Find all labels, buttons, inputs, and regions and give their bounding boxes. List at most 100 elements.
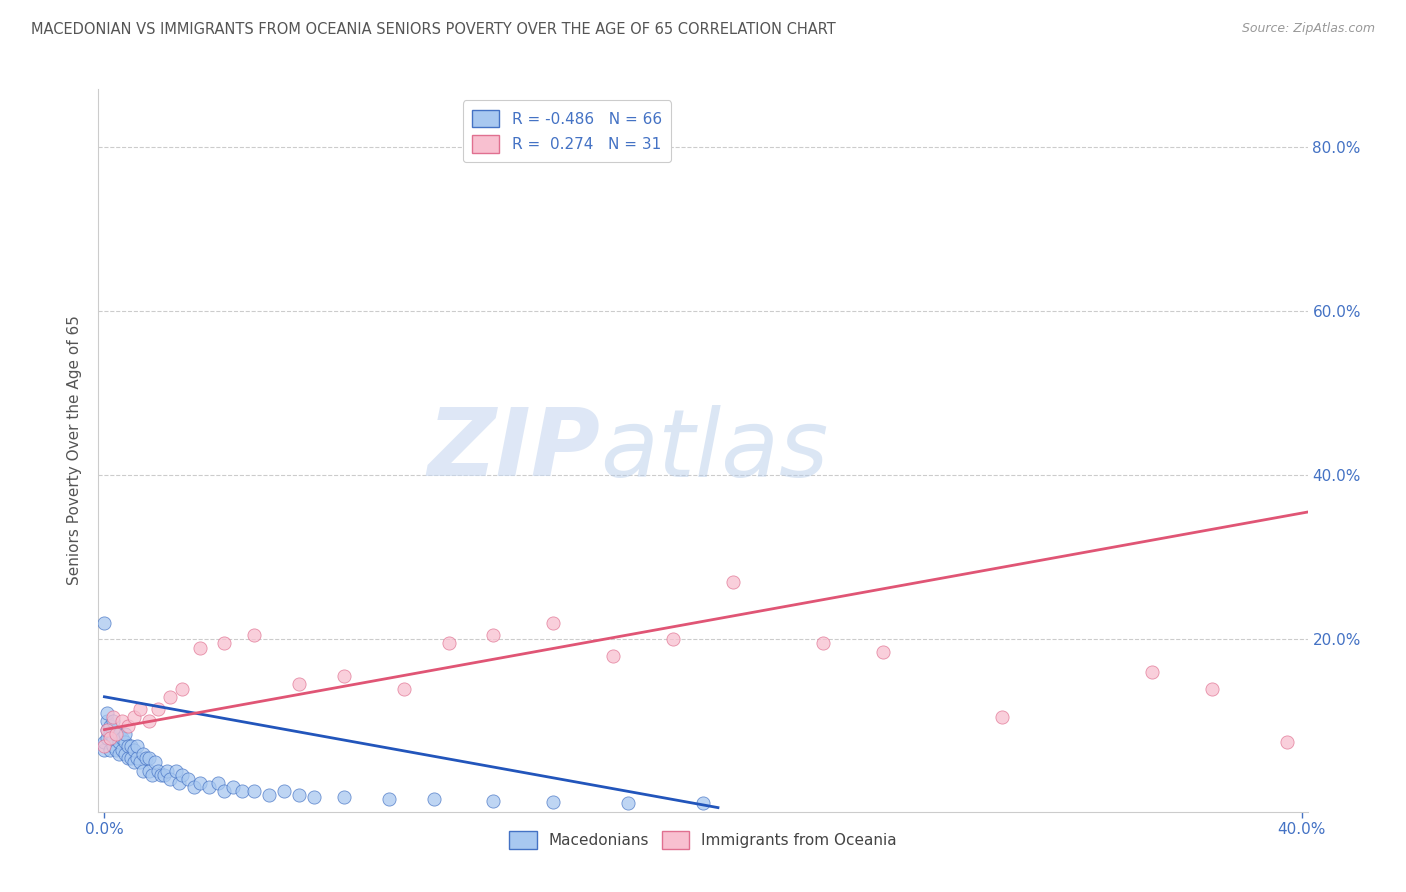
- Point: [422, 792, 444, 806]
- Text: MACEDONIAN VS IMMIGRANTS FROM OCEANIA SENIORS POVERTY OVER THE AGE OF 65 CORRELA: MACEDONIAN VS IMMIGRANTS FROM OCEANIA SE…: [31, 22, 835, 37]
- Text: Source: ZipAtlas.com: Source: ZipAtlas.com: [1241, 22, 1375, 36]
- Point: [108, 735, 131, 749]
- Point: [103, 731, 125, 745]
- Point: [105, 727, 128, 741]
- Point: [156, 764, 179, 778]
- Point: [103, 714, 125, 729]
- Point: [143, 756, 166, 770]
- Point: [138, 764, 160, 778]
- Point: [148, 702, 170, 716]
- Point: [333, 669, 356, 683]
- Point: [377, 792, 399, 806]
- Point: [120, 739, 142, 753]
- Point: [1140, 665, 1163, 680]
- Point: [543, 795, 565, 809]
- Point: [662, 632, 685, 647]
- Point: [872, 645, 894, 659]
- Point: [132, 764, 155, 778]
- Point: [243, 628, 266, 642]
- Point: [188, 776, 211, 790]
- Point: [165, 764, 187, 778]
- Point: [183, 780, 205, 794]
- Point: [105, 727, 128, 741]
- Point: [212, 784, 235, 798]
- Point: [117, 739, 139, 753]
- Point: [811, 636, 834, 650]
- Point: [207, 776, 229, 790]
- Point: [482, 794, 505, 808]
- Point: [127, 751, 149, 765]
- Point: [991, 710, 1014, 724]
- Point: [103, 710, 125, 724]
- Point: [138, 751, 160, 765]
- Point: [132, 747, 155, 762]
- Point: [120, 751, 142, 765]
- Text: atlas: atlas: [600, 405, 828, 496]
- Point: [93, 615, 115, 630]
- Point: [333, 789, 356, 804]
- Point: [617, 796, 640, 810]
- Point: [188, 640, 211, 655]
- Point: [150, 768, 173, 782]
- Point: [692, 796, 714, 810]
- Point: [117, 718, 139, 732]
- Point: [172, 681, 194, 696]
- Point: [543, 615, 565, 630]
- Point: [129, 702, 152, 716]
- Point: [602, 648, 624, 663]
- Point: [100, 718, 122, 732]
- Point: [111, 743, 134, 757]
- Point: [148, 764, 170, 778]
- Point: [100, 727, 122, 741]
- Point: [482, 628, 505, 642]
- Point: [141, 768, 163, 782]
- Text: ZIP: ZIP: [427, 404, 600, 497]
- Point: [103, 739, 125, 753]
- Point: [721, 574, 744, 589]
- Point: [114, 735, 136, 749]
- Point: [167, 776, 190, 790]
- Point: [159, 772, 181, 786]
- Point: [153, 768, 176, 782]
- Point: [212, 636, 235, 650]
- Point: [114, 747, 136, 762]
- Point: [302, 789, 325, 804]
- Point: [1275, 735, 1298, 749]
- Point: [96, 723, 118, 737]
- Point: [117, 751, 139, 765]
- Point: [124, 756, 146, 770]
- Y-axis label: Seniors Poverty Over the Age of 65: Seniors Poverty Over the Age of 65: [67, 316, 83, 585]
- Point: [129, 756, 152, 770]
- Point: [222, 780, 245, 794]
- Point: [108, 727, 131, 741]
- Point: [114, 727, 136, 741]
- Point: [127, 739, 149, 753]
- Point: [93, 739, 115, 753]
- Point: [93, 735, 115, 749]
- Point: [138, 714, 160, 729]
- Point: [93, 743, 115, 757]
- Point: [124, 743, 146, 757]
- Point: [1201, 681, 1223, 696]
- Point: [96, 714, 118, 729]
- Point: [231, 784, 253, 798]
- Point: [100, 731, 122, 745]
- Point: [105, 743, 128, 757]
- Point: [111, 714, 134, 729]
- Point: [243, 784, 266, 798]
- Point: [392, 681, 415, 696]
- Point: [437, 636, 460, 650]
- Point: [257, 789, 280, 803]
- Point: [273, 784, 295, 798]
- Point: [96, 731, 118, 745]
- Point: [135, 751, 157, 765]
- Point: [96, 723, 118, 737]
- Point: [111, 731, 134, 745]
- Point: [198, 780, 221, 794]
- Point: [288, 789, 311, 803]
- Point: [172, 768, 194, 782]
- Point: [288, 677, 311, 691]
- Point: [96, 706, 118, 721]
- Point: [159, 690, 181, 704]
- Point: [100, 743, 122, 757]
